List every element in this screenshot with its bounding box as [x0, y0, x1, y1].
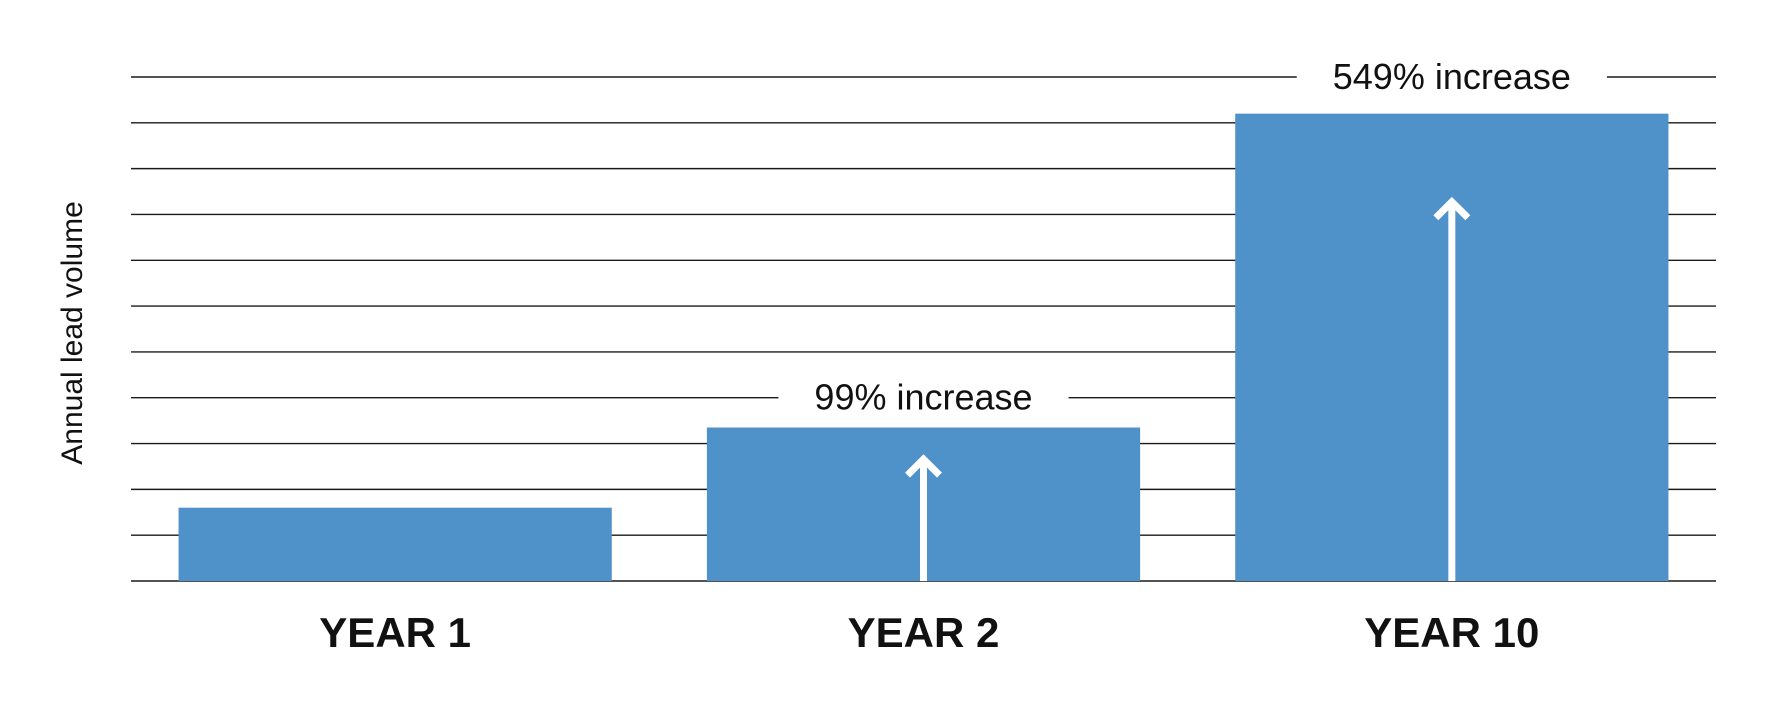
bar	[178, 507, 612, 581]
arrow-head-icon	[905, 454, 942, 478]
y-axis-label: Annual lead volume	[56, 201, 89, 465]
arrow-head-icon	[1433, 196, 1471, 221]
annotation-label-background	[1296, 71, 1607, 83]
annotation-label: 99% increase	[814, 377, 1032, 418]
category-labels: YEAR 1 YEAR 2 YEAR 10	[319, 609, 1539, 656]
annotations: 99% increase 549% increase	[778, 56, 1607, 581]
annotation-label: 549% increase	[1333, 56, 1571, 97]
category-label: YEAR 1	[319, 609, 471, 656]
category-label: YEAR 2	[848, 609, 1000, 656]
category-label: YEAR 10	[1364, 609, 1539, 656]
annotation-label-background	[778, 391, 1069, 404]
